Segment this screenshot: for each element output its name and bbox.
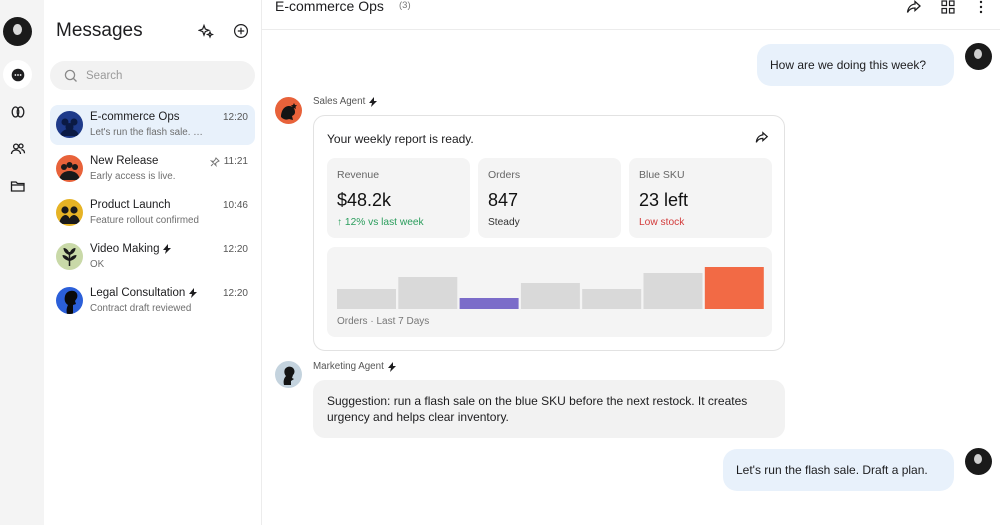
orders-bar-7 — [704, 267, 764, 309]
share-icon[interactable] — [905, 0, 923, 15]
orders-chart: Orders · Last 7 Days — [327, 247, 772, 337]
conversation-time: 11:21 — [223, 156, 248, 167]
conversation-avatar — [56, 155, 83, 182]
bolt-icon — [163, 244, 172, 254]
orders-bar-5 — [582, 289, 642, 309]
metric-label: Blue SKU — [639, 169, 685, 181]
folder-nav-icon[interactable] — [3, 171, 32, 200]
conversation-preview: Let's run the flash sale. Draft a plan. — [90, 127, 210, 138]
member-count: (3) — [399, 0, 411, 11]
conversation-avatar — [56, 287, 83, 314]
conversation-avatar — [56, 243, 83, 270]
conversation-avatar — [56, 199, 83, 226]
conversation-time: 12:20 — [222, 244, 248, 255]
search-box — [50, 61, 255, 90]
conversation-preview: OK — [90, 259, 105, 270]
report-title: Your weekly report is ready. — [327, 132, 474, 146]
conversation-item[interactable]: Legal Consultation Contract draft review… — [50, 281, 255, 321]
conversation-preview: Contract draft reviewed — [90, 303, 192, 314]
marketing-agent-name: Marketing Agent — [313, 361, 384, 372]
new-chat-button[interactable] — [231, 21, 251, 41]
chat-title: E-commerce Ops — [275, 0, 384, 14]
bolt-icon — [189, 288, 198, 298]
user-message-text: Let's run the flash sale. Draft a plan. — [736, 463, 928, 477]
pin-icon — [209, 156, 220, 167]
conversation-preview: Early access is live. — [90, 171, 176, 182]
chat-header: E-commerce Ops (3) — [262, 0, 1000, 30]
conversation-time: 10:46 — [222, 200, 248, 211]
user-message: Let's run the flash sale. Draft a plan. — [723, 449, 954, 491]
orders-bar-4 — [520, 283, 580, 309]
user-message-text: How are we doing this week? — [770, 58, 927, 72]
conversation-item[interactable]: Video Making OK 12:20 — [50, 237, 255, 277]
conversation-avatar — [56, 111, 83, 138]
sparkle-icon[interactable] — [196, 21, 216, 41]
people-nav-icon[interactable] — [3, 134, 32, 163]
chart-caption: Orders · Last 7 Days — [337, 316, 430, 327]
conversation-time: 12:20 — [222, 112, 248, 123]
conversation-preview: Feature rollout confirmed — [90, 215, 199, 226]
metric-value: 847 — [488, 190, 519, 210]
marketing-suggestion-message: Suggestion: run a flash sale on the blue… — [313, 380, 785, 438]
agents-nav-icon[interactable] — [3, 97, 32, 126]
orders-bar-3 — [459, 298, 519, 309]
profile-avatar[interactable] — [3, 17, 32, 46]
metric-label: Revenue — [337, 169, 380, 181]
conversation-item[interactable]: New Release Early access is live. 11:21 — [50, 149, 255, 189]
metric-value: 23 left — [639, 190, 689, 210]
conversation-time: 12:20 — [222, 288, 248, 299]
sidebar-title: Messages — [56, 20, 143, 41]
metric-revenue: Revenue $48.2k ↑ 12% vs last week — [327, 158, 470, 238]
app-rail — [0, 0, 44, 525]
metric-sub: Low stock — [639, 217, 685, 228]
metric-blue-sku: Blue SKU 23 left Low stock — [629, 158, 772, 238]
conversation-sidebar: Messages E-commerce Ops Let's run the fl… — [44, 0, 262, 525]
user-avatar — [965, 448, 992, 475]
search-input[interactable] — [86, 69, 236, 82]
orders-bar-chart — [337, 267, 764, 309]
marketing-agent-avatar — [275, 361, 302, 388]
grid-icon[interactable] — [939, 0, 957, 15]
conversation-item[interactable]: Product Launch Feature rollout confirmed… — [50, 193, 255, 233]
conversation-name: New Release — [90, 155, 159, 167]
metric-sub: Steady — [488, 217, 520, 228]
sales-agent-name: Sales Agent — [313, 96, 366, 107]
chat-panel: E-commerce Ops (3) How are we doing this… — [262, 0, 1000, 525]
user-message: How are we doing this week? — [757, 44, 954, 86]
conversation-name: E-commerce Ops — [90, 111, 180, 123]
bolt-icon — [387, 361, 396, 372]
orders-bar-2 — [398, 277, 458, 309]
metric-sub: ↑ 12% vs last week — [337, 217, 424, 228]
search-icon — [64, 69, 77, 82]
conversation-name: Video Making — [90, 243, 160, 255]
more-options-icon[interactable] — [972, 0, 990, 15]
bolt-icon — [369, 96, 378, 107]
sales-agent-avatar — [275, 97, 302, 124]
orders-bar-1 — [337, 289, 396, 309]
metric-label: Orders — [488, 169, 521, 181]
user-avatar — [965, 43, 992, 70]
orders-bar-6 — [643, 273, 703, 309]
weekly-report-card: Your weekly report is ready. Revenue $48… — [313, 115, 785, 351]
conversation-item[interactable]: E-commerce Ops Let's run the flash sale.… — [50, 105, 255, 145]
share-icon[interactable] — [755, 131, 769, 145]
conversation-name: Product Launch — [90, 199, 171, 211]
metric-orders: Orders 847 Steady — [478, 158, 621, 238]
metric-value: $48.2k — [337, 190, 392, 210]
chat-nav-icon[interactable] — [3, 60, 32, 89]
conversation-name: Legal Consultation — [90, 287, 186, 299]
